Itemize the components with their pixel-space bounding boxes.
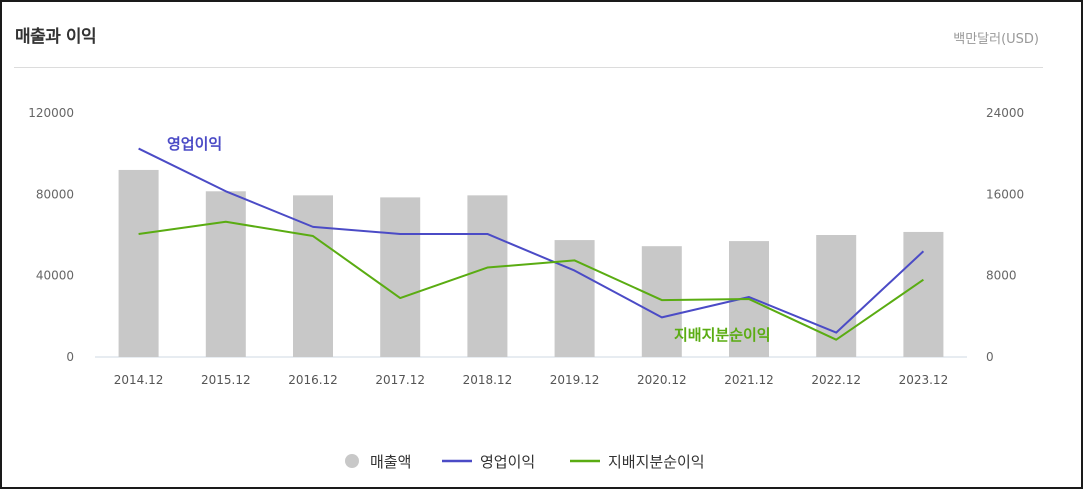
x-tick-label: 2019.12 (550, 373, 600, 387)
revenue-bars (118, 169, 944, 357)
left-tick-label: 120000 (28, 106, 74, 120)
revenue-bar (467, 195, 508, 357)
revenue-bar (293, 195, 333, 357)
revenue-bar (903, 231, 944, 357)
legend-net-label: 지배지분순이익 (608, 453, 705, 471)
x-tick-label: 2020.12 (637, 373, 687, 387)
legend-revenue-marker (345, 454, 359, 468)
operating-profit-annotation: 영업이익 (167, 135, 222, 153)
right-tick-label: 0 (986, 350, 994, 364)
revenue-bar (380, 197, 421, 357)
right-tick-label: 8000 (986, 269, 1017, 283)
revenue-bar (205, 191, 246, 357)
right-tick-label: 16000 (986, 187, 1024, 201)
x-tick-label: 2018.12 (463, 373, 513, 387)
revenue-bar (118, 169, 159, 357)
right-tick-label: 24000 (986, 106, 1024, 120)
left-axis: 0 40000 80000 120000 (28, 106, 74, 364)
profit-lines (138, 147, 925, 341)
x-tick-label: 2022.12 (811, 373, 861, 387)
left-tick-label: 0 (66, 350, 74, 364)
right-axis: 0 8000 16000 24000 (986, 106, 1024, 364)
unit-label: 백만달러(USD) (953, 32, 1039, 47)
x-tick-label: 2021.12 (724, 373, 774, 387)
x-tick-label: 2017.12 (375, 373, 425, 387)
x-tick-label: 2023.12 (899, 373, 949, 387)
legend-revenue-label: 매출액 (370, 453, 411, 471)
legend-operating-label: 영업이익 (480, 453, 535, 471)
net-profit-annotation: 지배지분순이익 (674, 326, 771, 344)
x-tick-label: 2014.12 (114, 373, 164, 387)
left-tick-label: 40000 (36, 269, 74, 283)
revenue-bar (554, 240, 595, 357)
x-axis: 2014.12 2015.12 2016.12 2017.12 2018.12 2019.… (114, 373, 948, 387)
header-divider (14, 67, 1043, 68)
net-profit-line (138, 220, 924, 341)
chart-title: 매출과 이익 (15, 27, 97, 47)
x-tick-label: 2016.12 (288, 373, 338, 387)
legend: 매출액 영업이익 지배지분순이익 (345, 453, 705, 471)
x-tick-label: 2015.12 (201, 373, 251, 387)
revenue-bar (641, 246, 682, 357)
revenue-bar (816, 235, 857, 357)
left-tick-label: 80000 (36, 187, 74, 201)
operating-profit-line (138, 147, 925, 334)
